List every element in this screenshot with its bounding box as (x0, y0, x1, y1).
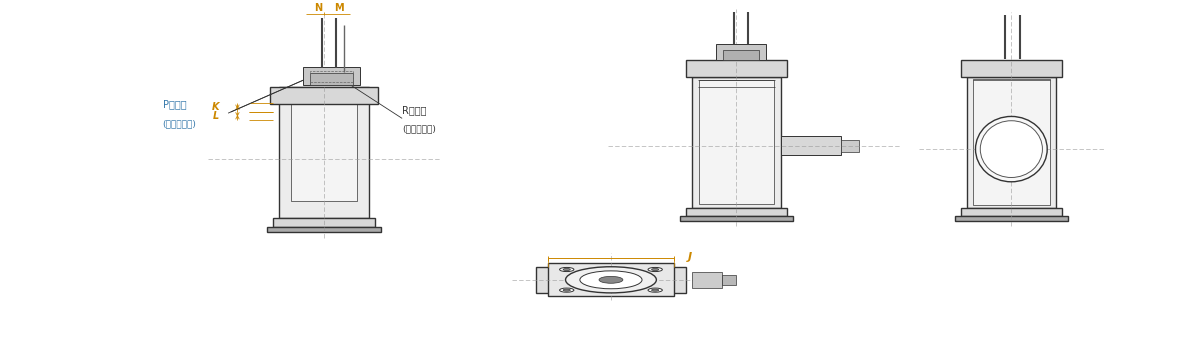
Ellipse shape (980, 121, 1042, 177)
Bar (961, 60, 1063, 77)
Bar (279, 87, 369, 218)
Bar (267, 226, 381, 232)
Bar (291, 104, 357, 201)
Bar (303, 66, 359, 85)
Bar (955, 216, 1069, 221)
Bar (973, 79, 1051, 205)
Text: M: M (333, 3, 344, 13)
Text: N: N (314, 3, 322, 13)
Bar (781, 136, 841, 155)
Circle shape (580, 271, 642, 289)
Circle shape (652, 289, 659, 291)
Text: K: K (212, 102, 219, 112)
Circle shape (599, 276, 623, 283)
Bar (721, 275, 736, 285)
Circle shape (559, 288, 574, 292)
Circle shape (648, 267, 662, 272)
Circle shape (559, 267, 574, 272)
Text: Rポート: Rポート (401, 105, 426, 115)
Bar (724, 50, 760, 60)
Bar (537, 267, 685, 293)
Bar (310, 74, 352, 85)
Bar (685, 60, 787, 77)
Bar (967, 77, 1057, 208)
Text: L: L (213, 111, 219, 121)
Bar (841, 140, 859, 152)
Circle shape (563, 268, 570, 271)
Bar (961, 208, 1063, 216)
Bar (271, 87, 377, 104)
Bar (716, 43, 767, 60)
Bar (685, 208, 787, 216)
Bar (679, 216, 793, 221)
Circle shape (563, 289, 570, 291)
Bar (273, 218, 375, 226)
Bar (310, 71, 352, 82)
Bar (691, 77, 781, 208)
Text: (排気ポート): (排気ポート) (401, 125, 436, 134)
Bar (692, 272, 722, 288)
Ellipse shape (975, 117, 1047, 182)
Circle shape (648, 288, 662, 292)
Bar (549, 264, 673, 296)
Circle shape (565, 267, 657, 293)
Text: J: J (688, 252, 692, 261)
Text: (加圧ポート): (加圧ポート) (163, 119, 196, 128)
Text: Pポート: Pポート (163, 99, 187, 110)
Bar (698, 80, 774, 204)
Circle shape (652, 268, 659, 271)
